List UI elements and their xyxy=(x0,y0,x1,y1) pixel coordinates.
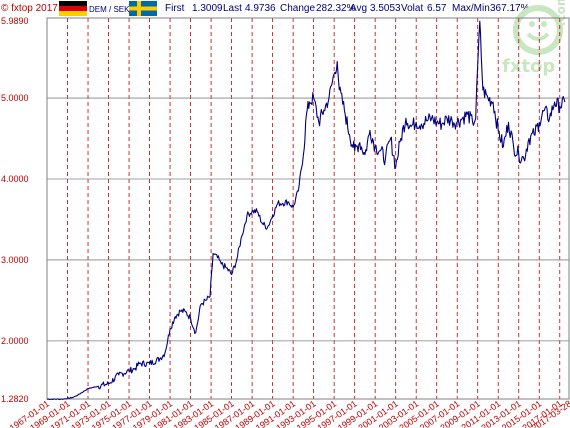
sweden-flag-icon xyxy=(129,1,157,16)
avg-label: Avg xyxy=(350,3,368,14)
first-label: First xyxy=(165,3,185,14)
copyright-text: © fxtop 2017 xyxy=(1,3,58,14)
volat-value: 6.57 xyxy=(427,3,447,14)
last-value: 4.9736 xyxy=(245,3,276,14)
y-tick-label: 2.0000 xyxy=(1,336,29,346)
y-tick-label: 5.9890 xyxy=(1,16,29,26)
plot-frame xyxy=(46,17,570,400)
y-tick-label: 1.2820 xyxy=(1,394,29,404)
germany-flag-icon xyxy=(59,1,87,16)
vertical-grid xyxy=(46,18,570,399)
y-tick-label: 3.0000 xyxy=(1,255,29,265)
avg-value: 3.5053 xyxy=(370,3,401,14)
fxtop-watermark-logo: fxtop .com xyxy=(498,0,570,80)
maxmin-label: Max/Min xyxy=(452,3,490,14)
logo-text: fxtop xyxy=(502,56,556,77)
y-tick-label: 4.0000 xyxy=(1,174,29,184)
header-bar: © fxtop 2017 DEM / SEK First 1.3009 Last… xyxy=(0,0,570,18)
y-axis-labels: 5.9890 5.0000 4.0000 3.0000 2.0000 1.2820 xyxy=(1,16,29,404)
series-line-dem-sek xyxy=(47,20,566,401)
horizontal-grid xyxy=(47,17,569,400)
maxmin-value: 367.17% xyxy=(490,3,530,14)
last-label: Last xyxy=(223,3,242,14)
volat-label: Volat xyxy=(401,3,424,14)
currency-pair-text: DEM / SEK xyxy=(89,5,130,14)
change-value: 282.32% xyxy=(316,3,356,14)
first-value: 1.3009 xyxy=(192,3,223,14)
x-axis-labels: 1967-01-011969-01-011971-01-011973-01-01… xyxy=(8,398,570,428)
smiley-logo-icon xyxy=(513,5,563,55)
change-label: Change xyxy=(280,3,316,14)
y-tick-label: 5.0000 xyxy=(1,93,29,103)
